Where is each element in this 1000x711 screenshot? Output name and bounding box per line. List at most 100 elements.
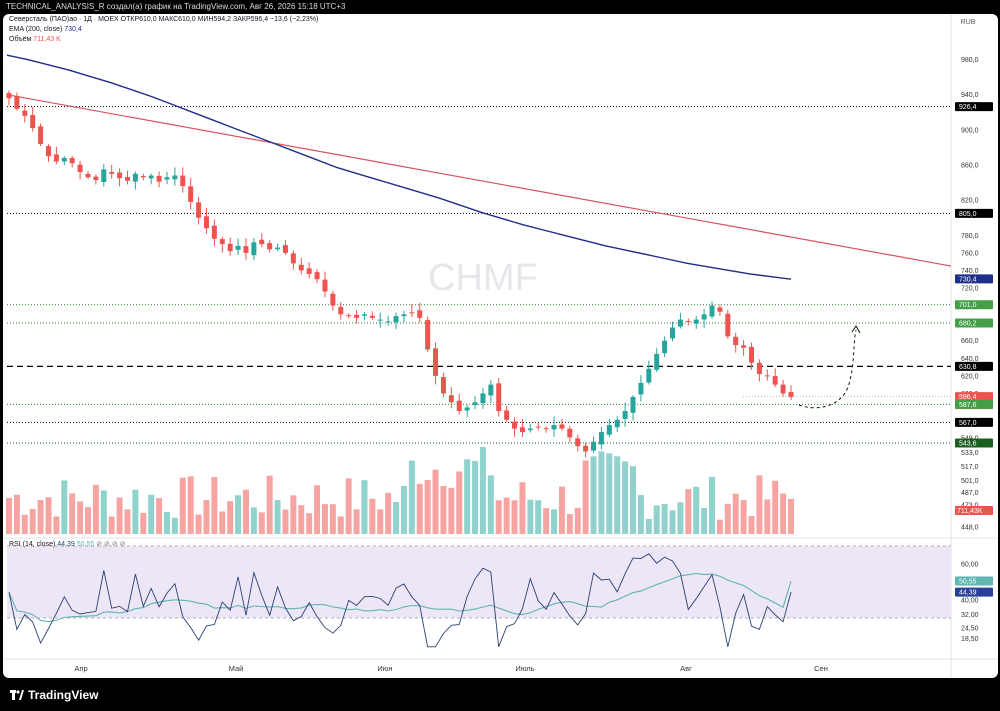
candle-body <box>551 425 557 430</box>
tradingview-logo: TradingView <box>10 688 98 702</box>
volume-bar <box>116 497 123 534</box>
price-tick-label: 760,0 <box>961 250 979 257</box>
footer-bar <box>0 678 1000 711</box>
volume-bar <box>353 509 360 534</box>
level-label: 587,6 <box>959 402 977 409</box>
volume-bar <box>630 466 637 534</box>
time-axis-label: Июль <box>515 664 534 673</box>
level-label: 926,4 <box>959 104 977 111</box>
candle-body <box>764 375 770 377</box>
rsi-ma-badge <box>955 576 993 586</box>
price-tick-label: 820,0 <box>961 198 979 205</box>
candle-body <box>583 445 589 452</box>
candle-body <box>701 314 707 320</box>
rsi-tick-label: 40,00 <box>961 598 979 605</box>
price-tick-label: 533,0 <box>961 450 979 457</box>
rsi-tick-label: 18,50 <box>961 636 979 643</box>
volume-bar <box>574 507 581 534</box>
volume-bar <box>61 480 68 534</box>
candle-body <box>464 407 470 411</box>
candle-body <box>567 428 573 438</box>
price-tick-label: 940,0 <box>961 92 979 99</box>
volume-legend[interactable]: Объём 711,43 K <box>9 36 61 43</box>
rsi-tick-label: 24,50 <box>961 625 979 632</box>
volume-bar <box>740 500 747 534</box>
volume-bar <box>637 495 644 534</box>
candle-body <box>243 246 249 253</box>
volume-bar <box>306 513 313 534</box>
volume-bar <box>685 489 692 534</box>
candle-body <box>338 306 344 315</box>
volume-bar <box>716 519 723 534</box>
level-label-bg <box>955 274 993 284</box>
level-label: 805,0 <box>959 211 977 218</box>
volume-bar <box>329 504 336 534</box>
rsi-line <box>8 553 792 648</box>
time-axis-label: Сен <box>814 664 828 673</box>
candle-body <box>132 173 138 182</box>
volume-bar <box>472 460 479 534</box>
candle-body <box>85 173 91 178</box>
level-label-bg <box>955 399 993 409</box>
candle-body <box>61 157 67 162</box>
rsi-ma-line <box>8 573 792 623</box>
candle-body <box>140 175 146 178</box>
candle-body <box>535 426 541 428</box>
candle-body <box>306 268 312 274</box>
chart-panel[interactable]: CHMF RUB 980,0 940,0 900,0 860,0 820,0 780,0 760… <box>3 14 998 678</box>
candle-body <box>685 320 691 322</box>
candle-body <box>772 376 778 385</box>
tradingview-logo-icon <box>10 690 24 700</box>
candle-body <box>322 279 328 292</box>
volume-bar <box>171 517 178 534</box>
volume-bar <box>100 490 107 534</box>
volume-bar <box>400 485 407 534</box>
time-axis-label: Май <box>229 664 244 673</box>
time-axis-label: Апр <box>74 664 87 673</box>
volume-bar <box>377 509 384 534</box>
level-label-bg <box>955 300 993 310</box>
candle-body <box>117 172 123 179</box>
price-tick-label: 720,0 <box>961 286 979 293</box>
ema-legend[interactable]: EMA (200, close) 730,4 <box>9 26 82 33</box>
volume-bar <box>519 482 526 534</box>
volume-bar <box>701 507 708 534</box>
candle-body <box>330 293 336 306</box>
rsi-value: 44,39 <box>57 541 75 548</box>
volume-bar <box>337 516 344 534</box>
candle-body <box>235 245 241 250</box>
trendline <box>6 94 952 267</box>
candle-body <box>401 314 407 317</box>
candle-body <box>298 264 304 271</box>
volume-bar <box>764 499 771 534</box>
rsi-legend[interactable]: RSI (14, close) 44,39 50,55 ⊘ ⊘ ⊘ ⊘ <box>9 540 126 548</box>
candle-body <box>504 410 510 420</box>
symbol-legend[interactable]: Северсталь (ПАО)ао · 1Д · MOEX ОТКР610,0… <box>9 16 318 23</box>
candle-body <box>346 315 352 317</box>
candle-body <box>725 313 731 337</box>
volume-bar <box>92 484 99 534</box>
candle-body <box>543 428 549 430</box>
volume-bar <box>479 447 486 534</box>
volume-bar <box>448 487 455 534</box>
volume-bar <box>408 460 415 534</box>
volume-bar <box>314 485 321 534</box>
projection-arrow <box>798 329 857 409</box>
volume-bar <box>140 512 147 534</box>
volume-bar <box>424 479 431 534</box>
price-tick-label: 448,0 <box>961 524 979 531</box>
rsi-tick-label: 32,00 <box>961 612 979 619</box>
volume-bar <box>456 471 463 534</box>
ema-label: EMA (200, close) <box>9 26 63 33</box>
candle-body <box>101 169 107 182</box>
chart-canvas[interactable]: CHMF RUB 980,0 940,0 900,0 860,0 820,0 780,0 760… <box>3 14 998 678</box>
candle-body <box>638 382 644 395</box>
candle-body <box>93 176 99 180</box>
candle-body <box>148 175 154 179</box>
candle-body <box>259 239 265 245</box>
volume-bar <box>361 480 368 534</box>
volume-bar <box>298 505 305 534</box>
candle-body <box>53 154 59 162</box>
rsi-settings-icons[interactable]: ⊘ ⊘ ⊘ ⊘ <box>96 541 126 548</box>
